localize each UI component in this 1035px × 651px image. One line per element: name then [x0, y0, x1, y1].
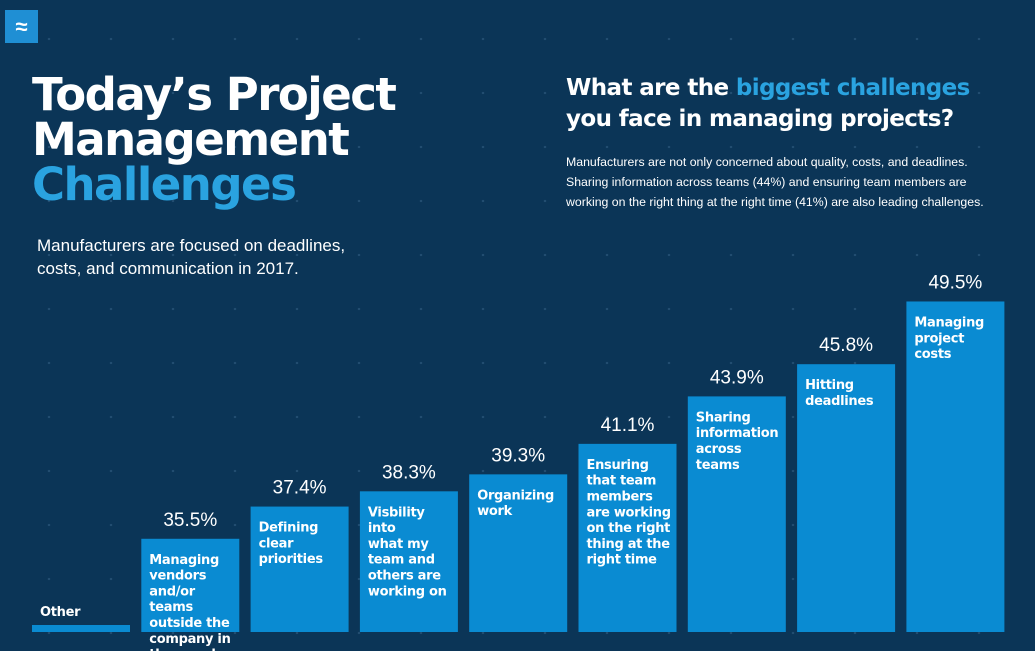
bar-6: [687, 396, 786, 632]
chart-question: What are the biggest challenges you face…: [566, 73, 970, 135]
question-highlight: biggest challenges: [735, 75, 970, 101]
menu-waves-icon[interactable]: ≈: [5, 10, 38, 43]
bar-category-line: project: [914, 331, 964, 346]
bar-7: [797, 364, 896, 632]
bar-category-label-3: Visbility into what my team and others are wo…: [368, 505, 447, 599]
bar-category-label-6: Sharing information across teams: [696, 410, 779, 472]
bar-category-label-8: Managing project costs: [914, 315, 984, 362]
bar-category-line: outside the: [149, 616, 230, 631]
bar-category-label-2: Defining clear priorities: [259, 521, 324, 568]
bar-2: [250, 506, 349, 632]
chart-description: Manufacturers are not only concerned abo…: [566, 155, 984, 209]
bar-category-line: Organizing: [477, 488, 554, 503]
title-line-3: Challenges: [32, 158, 297, 211]
bar-3: [359, 491, 458, 632]
question-prefix: What are the: [566, 75, 736, 101]
bar-5: [578, 443, 677, 632]
bar-other: [32, 625, 130, 632]
bar-category-label-1: Managing vendors and/or teams outside the com…: [149, 553, 230, 651]
bar-value-label-2: 37.4%: [273, 478, 327, 499]
bar-category-line: the supply: [149, 648, 224, 651]
bar-category-line: right time: [587, 553, 658, 568]
bar-category-line: teams: [696, 458, 740, 473]
subtitle-line-2: costs, and communication in 2017.: [37, 259, 299, 278]
bar-category-line: across: [696, 442, 742, 457]
bar-label-other: Other: [40, 605, 81, 620]
bar-category-label-4: Organizing work: [477, 488, 554, 519]
bar-category-line: company in: [149, 632, 230, 647]
bar-value-label-4: 39.3%: [491, 445, 545, 466]
bar-8: [906, 301, 1005, 632]
bar-4: [469, 474, 568, 632]
bar-value-label-6: 43.9%: [710, 367, 764, 388]
bar-category-line: costs: [914, 347, 951, 362]
bar-category-line: into: [368, 521, 396, 536]
page-subtitle: Manufacturers are focused on deadlines, …: [37, 234, 437, 280]
bar-category-line: Managing: [914, 315, 984, 330]
bar-category-line: Visbility: [368, 505, 426, 520]
bar-category-line: information: [696, 426, 779, 441]
bar-category-line: Managing: [149, 553, 219, 568]
question-line-2: you face in managing projects?: [566, 106, 954, 132]
bar-category-line: on the right: [587, 521, 671, 536]
bar-value-label-1: 35.5%: [163, 510, 217, 531]
page-title: Today’s Project Management Challenges: [32, 68, 397, 211]
bar-value-label-3: 38.3%: [382, 462, 436, 483]
bar-value-label-8: 49.5%: [928, 272, 982, 293]
bar-category-line: working on: [368, 584, 447, 599]
bar-category-line: that team: [587, 474, 657, 489]
bar-value-label-5: 41.1%: [601, 415, 655, 436]
bar-category-line: and/or: [149, 584, 196, 599]
bar-category-label-5: Ensuring that team members are working on th…: [587, 458, 671, 568]
bar-category-line: Hitting: [805, 378, 854, 393]
bar-category-line: what my: [368, 537, 430, 552]
bar-category-line: thing at the: [587, 537, 671, 552]
title-line-2: Management: [32, 113, 350, 166]
bar-category-label-7: Hitting deadlines: [805, 378, 874, 409]
bar-category-line: members: [587, 489, 654, 504]
subtitle-line-1: Manufacturers are focused on deadlines,: [37, 236, 346, 255]
bar-1: [141, 538, 240, 632]
bar-category-line: Defining: [259, 521, 319, 536]
bar-category-line: clear: [259, 536, 295, 551]
bar-category-line: teams: [149, 600, 193, 615]
bar-category-line: deadlines: [805, 394, 874, 409]
bar-category-line: others are: [368, 569, 441, 584]
bar-category-line: priorities: [259, 552, 324, 567]
title-line-1: Today’s Project: [32, 68, 397, 121]
bar-category-line: work: [477, 504, 512, 519]
bar-value-label-7: 45.8%: [819, 335, 873, 356]
bar-category-line: Ensuring: [587, 458, 649, 473]
bar-category-line: team and: [368, 553, 435, 568]
bar-category-line: Sharing: [696, 410, 751, 425]
bar-category-line: are working: [587, 505, 671, 520]
bar-category-line: vendors: [149, 569, 206, 584]
